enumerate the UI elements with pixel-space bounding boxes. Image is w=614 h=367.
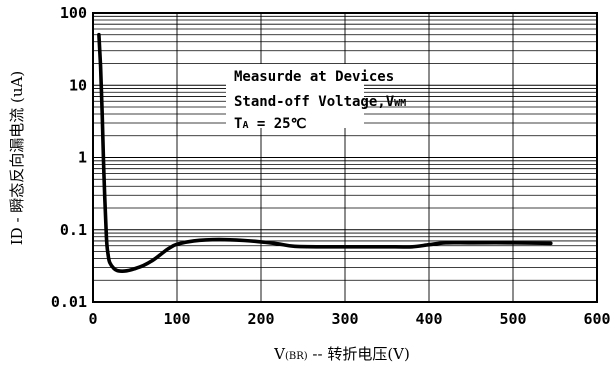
plot-frame xyxy=(92,12,598,303)
chart-series xyxy=(97,32,553,273)
x-axis-title-suffix: -- 转折电压(V) xyxy=(308,345,410,363)
annotation-line-3-prefix: T xyxy=(234,116,242,132)
x-axis-title-sub: (BR) xyxy=(285,351,308,362)
x-tick-label: 300 xyxy=(331,310,358,328)
annotation-line-3-suffix: = 25℃ xyxy=(248,116,306,132)
y-tick-label: 0.01 xyxy=(51,293,87,311)
x-tick-label: 0 xyxy=(88,310,97,328)
annotation-line-3-sub: A xyxy=(242,120,248,131)
y-tick-label: 0.1 xyxy=(60,221,87,239)
x-tick-label: 100 xyxy=(163,310,190,328)
x-axis-title-prefix: V xyxy=(273,345,286,363)
x-axis-title: V(BR) -- 转折电压(V) xyxy=(273,345,410,363)
annotation-line-1: Measurde at Devices xyxy=(234,69,394,85)
y-axis-title: ID - 瞬态反向漏电流 (uA) xyxy=(8,71,26,246)
chart-grid xyxy=(93,13,597,302)
x-tick-label: 500 xyxy=(499,310,526,328)
y-tick-label: 10 xyxy=(69,76,87,94)
annotation-line-3: TA = 25℃ xyxy=(234,116,307,132)
annotation-line-2: Stand-off Voltage,VWM xyxy=(234,94,406,110)
x-tick-label: 200 xyxy=(247,310,274,328)
tick-labels: 0 100 200 300 400 500 600 0.01 0.1 1 10 100 xyxy=(51,4,611,328)
series-line xyxy=(97,32,553,273)
y-tick-label: 1 xyxy=(78,149,87,167)
x-tick-label: 600 xyxy=(583,310,610,328)
x-tick-label: 400 xyxy=(415,310,442,328)
annotation-box: Measurde at Devices Stand-off Voltage,VW… xyxy=(226,64,406,132)
annotation-line-2-prefix: Stand-off Voltage,V xyxy=(234,94,395,110)
annotation-line-2-sub: WM xyxy=(394,98,406,109)
y-tick-label: 100 xyxy=(60,4,87,22)
